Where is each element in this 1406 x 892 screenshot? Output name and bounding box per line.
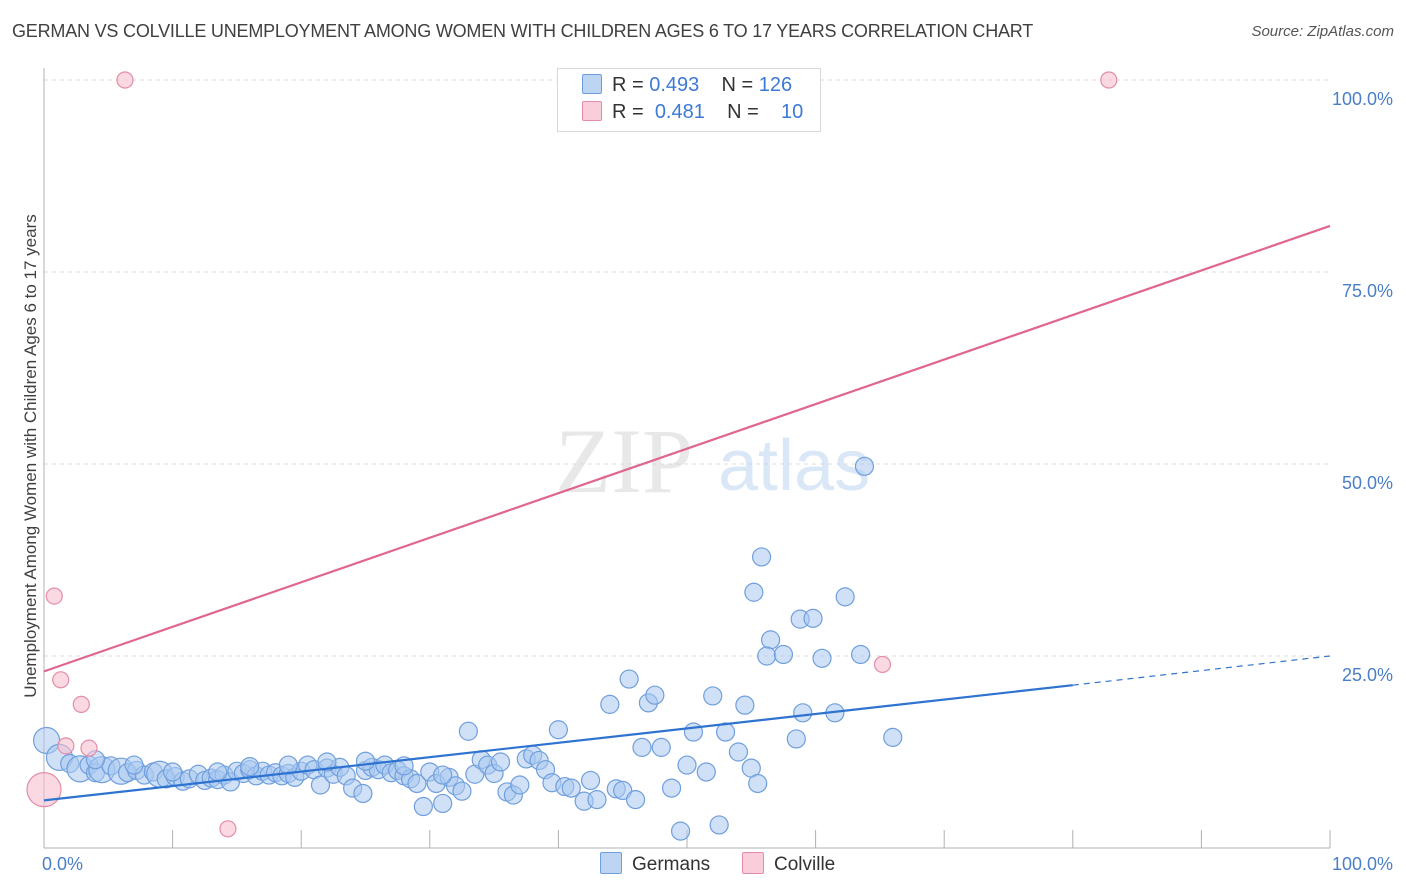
y-axis-label: Unemployment Among Women with Children A…	[21, 214, 40, 698]
colville-point	[52, 671, 70, 689]
colville-n-value: 10	[781, 101, 804, 123]
colville-point	[873, 655, 892, 674]
germans-point	[163, 762, 183, 782]
colville-point	[116, 71, 134, 89]
x-tick-label-max: 100.0%	[1332, 854, 1393, 874]
germans-point	[413, 796, 433, 817]
germans-point	[433, 793, 453, 814]
germans-point	[651, 737, 671, 757]
germans-point	[883, 727, 903, 748]
germans-point	[587, 790, 607, 810]
germans-point	[812, 648, 832, 668]
germans-point	[580, 770, 601, 791]
germans-point	[735, 695, 755, 715]
tick-labels: 25.0% 50.0% 75.0% 100.0% 0.0% 100.0%	[42, 89, 1393, 874]
germans-point	[632, 737, 652, 757]
germans-point	[683, 722, 704, 742]
germans-point	[407, 773, 427, 794]
germans-point	[696, 762, 716, 782]
germans-trend-line	[43, 684, 1073, 802]
watermark-atlas: atlas	[718, 426, 870, 506]
colville-legend-label: Colville	[774, 854, 836, 875]
germans-point	[661, 778, 682, 798]
legend-box: R = 0.493 N = 126 R = 0.481 N = 10	[557, 68, 821, 132]
legend-row-germans: R = 0.493 N = 126	[582, 74, 792, 98]
germans-point	[490, 752, 511, 772]
colville-point	[45, 587, 63, 605]
germans-legend-label: Germans	[632, 854, 711, 875]
germans-point	[548, 720, 569, 740]
colville-swatch	[582, 101, 602, 121]
legend-row-colville: R = 0.481 N = 10	[582, 101, 803, 125]
colville-point	[57, 737, 75, 755]
legend-n-label-colville: N =	[727, 101, 759, 123]
germans-point	[208, 762, 228, 782]
germans-point	[751, 547, 772, 567]
germans-point	[786, 729, 806, 749]
legend-n-label-germans: N =	[721, 74, 754, 96]
colville-point	[80, 739, 98, 757]
germans-point	[310, 775, 331, 795]
bottom-legend-colville: Colville	[742, 852, 835, 876]
germans-point	[458, 721, 478, 741]
germans-swatch	[582, 74, 602, 94]
colville-point	[1100, 71, 1118, 89]
germans-point	[600, 694, 620, 714]
germans-point	[317, 752, 337, 772]
germans-point	[773, 644, 794, 665]
germans-point	[561, 778, 581, 798]
germans-point	[240, 756, 260, 777]
colville-legend-swatch	[742, 852, 764, 874]
y-tick-label-50: 50.0%	[1342, 473, 1393, 493]
germans-point	[645, 685, 665, 705]
germans-point	[703, 686, 723, 706]
germans-point	[709, 815, 729, 835]
legend-r-label-colville: R =	[612, 101, 644, 123]
germans-point	[353, 783, 373, 804]
germans-point	[851, 644, 871, 665]
germans-point	[793, 703, 813, 723]
germans-point	[433, 765, 453, 785]
colville-points	[26, 71, 1118, 838]
germans-point	[355, 751, 376, 771]
germans-point	[835, 587, 855, 607]
germans-point	[760, 630, 781, 650]
x-tick-label-min: 0.0%	[42, 854, 83, 874]
germans-point	[728, 742, 749, 762]
germans-point	[803, 608, 823, 628]
colville-point	[219, 820, 237, 838]
y-tick-label-75: 75.0%	[1342, 281, 1393, 301]
germans-legend-swatch	[600, 852, 622, 874]
germans-point	[677, 755, 697, 775]
bottom-legend-germans: Germans	[600, 852, 710, 876]
y-tick-label-100: 100.0%	[1332, 89, 1393, 109]
legend-r-label-germans: R =	[612, 74, 644, 96]
gridlines	[44, 79, 1330, 657]
germans-n-value: 126	[758, 74, 793, 96]
germans-point	[748, 773, 768, 794]
watermark-zip: ZIP	[555, 410, 693, 512]
colville-r-value: 0.481	[654, 101, 705, 123]
germans-point	[854, 456, 875, 476]
chart-title: GERMAN VS COLVILLE UNEMPLOYMENT AMONG WO…	[12, 21, 1034, 41]
y-tick-label-25: 25.0%	[1342, 665, 1393, 685]
germans-point	[124, 755, 144, 775]
germans-point	[625, 790, 646, 810]
source-label: Source: ZipAtlas.com	[1251, 23, 1394, 40]
trend-lines	[43, 224, 1331, 802]
germans-point	[452, 781, 472, 801]
colville-point	[72, 695, 90, 713]
germans-r-value: 0.493	[649, 74, 700, 96]
germans-point	[757, 646, 777, 666]
colville-point	[26, 772, 62, 808]
germans-point	[744, 582, 764, 602]
germans-point	[510, 775, 530, 795]
colville-trend-line	[43, 224, 1331, 673]
germans-points	[32, 456, 903, 841]
germans-trend-extension	[1072, 655, 1331, 686]
germans-point	[670, 821, 691, 841]
germans-point	[619, 669, 639, 689]
